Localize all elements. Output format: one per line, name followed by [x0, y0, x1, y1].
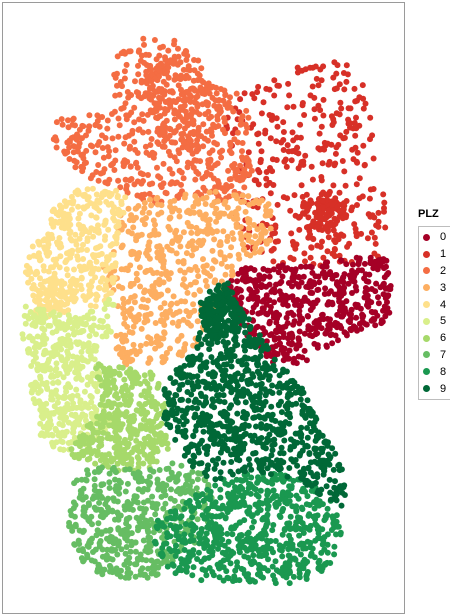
- legend-box: 0 1 2 3 4 5 6 7 8 9: [418, 226, 450, 400]
- legend-item-3: 3: [423, 279, 446, 296]
- legend-item-7: 7: [423, 347, 446, 364]
- legend-swatch-1: [423, 250, 430, 258]
- legend-label-8: 8: [440, 365, 447, 378]
- legend-label-2: 2: [440, 264, 447, 277]
- plz-region-9: [161, 280, 348, 509]
- plz-region-4: [30, 274, 76, 320]
- legend-item-8: 8: [423, 363, 446, 380]
- legend-swatch-0: [423, 233, 430, 241]
- legend: PLZ 0 1 2 3 4 5 6 7 8 9: [418, 208, 450, 400]
- legend-label-5: 5: [440, 315, 447, 328]
- plz-region-2: [141, 53, 222, 154]
- legend-item-2: 2: [423, 263, 446, 280]
- plz-region-8: [151, 470, 344, 587]
- legend-item-0: 0: [423, 229, 446, 246]
- germany-postal-code-map: [19, 35, 394, 587]
- legend-label-6: 6: [440, 332, 447, 345]
- plz-region-1: [300, 191, 350, 235]
- legend-swatch-9: [423, 385, 430, 393]
- legend-label-3: 3: [440, 281, 447, 294]
- legend-label-7: 7: [440, 348, 447, 361]
- legend-item-4: 4: [423, 296, 446, 313]
- legend-swatch-2: [423, 267, 430, 275]
- plz-region-0: [226, 254, 394, 367]
- legend-item-6: 6: [423, 330, 446, 347]
- plz-region-2: [50, 35, 255, 206]
- map-panel: [2, 2, 405, 614]
- legend-label-0: 0: [440, 231, 447, 244]
- plz-region-6: [68, 361, 171, 474]
- legend-item-9: 9: [423, 380, 446, 397]
- legend-item-5: 5: [423, 313, 446, 330]
- legend-item-1: 1: [423, 246, 446, 263]
- legend-swatch-5: [423, 317, 430, 325]
- plz-region-5: [19, 296, 117, 453]
- plz-region-3: [100, 188, 274, 368]
- plz-region-7: [66, 460, 215, 581]
- legend-label-4: 4: [440, 298, 447, 311]
- legend-swatch-6: [423, 334, 430, 342]
- legend-label-9: 9: [440, 382, 447, 395]
- legend-swatch-7: [423, 351, 430, 359]
- legend-label-1: 1: [440, 248, 447, 261]
- legend-swatch-3: [423, 284, 430, 292]
- legend-swatch-4: [423, 301, 430, 309]
- plz-region-9: [198, 282, 246, 342]
- legend-title: PLZ: [418, 208, 439, 220]
- legend-swatch-8: [423, 368, 430, 376]
